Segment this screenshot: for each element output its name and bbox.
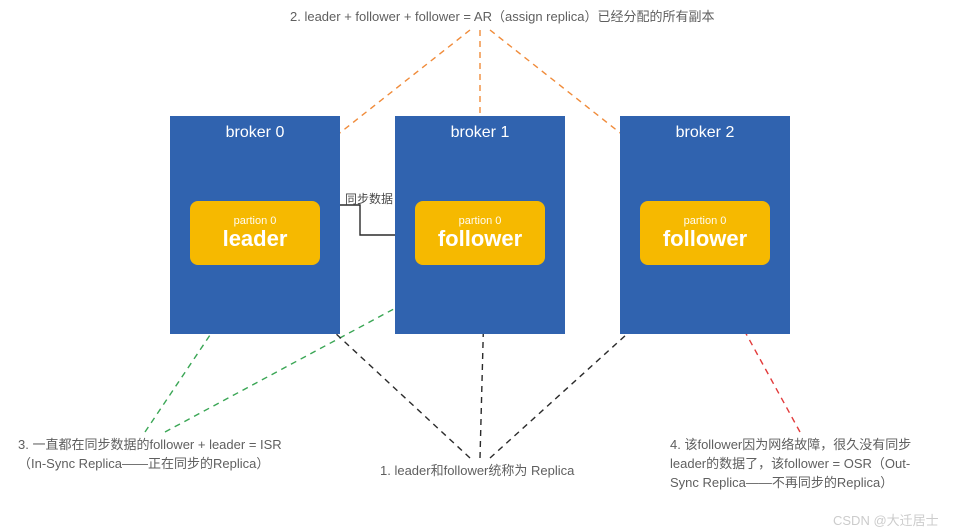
watermark: CSDN @大迁居士: [833, 510, 939, 529]
caption-osr: 4. 该follower因为网络故障，很久没有同步 leader的数据了，该fo…: [670, 436, 911, 493]
partition-1-label: partion 0: [459, 215, 502, 227]
partition-1-role: follower: [438, 227, 522, 251]
partition-0-role: leader: [223, 227, 288, 251]
broker-2-title: broker 2: [620, 124, 790, 142]
partition-2-role: follower: [663, 227, 747, 251]
partition-2-label: partion 0: [684, 215, 727, 227]
caption-replica: 1. leader和follower统称为 Replica: [380, 462, 574, 481]
sync-data-label: 同步数据: [345, 190, 393, 207]
partition-2-follower: partion 0 follower: [640, 201, 770, 265]
caption-ar: 2. leader + follower + follower = AR（ass…: [290, 8, 714, 27]
broker-1-title: broker 1: [395, 124, 565, 142]
partition-1-follower: partion 0 follower: [415, 201, 545, 265]
caption-isr: 3. 一直都在同步数据的follower + leader = ISR （In-…: [18, 436, 282, 474]
partition-0-leader: partion 0 leader: [190, 201, 320, 265]
partition-0-label: partion 0: [234, 215, 277, 227]
broker-0-title: broker 0: [170, 124, 340, 142]
diagram-canvas: broker 0 partion 0 leader broker 1 parti…: [0, 0, 961, 531]
